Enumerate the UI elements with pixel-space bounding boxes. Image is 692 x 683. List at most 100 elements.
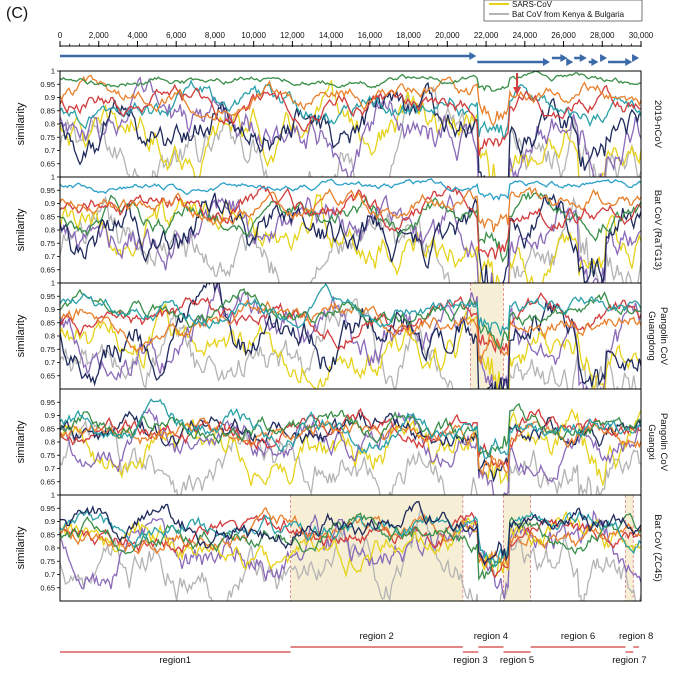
y-tick-label: 0.75	[40, 133, 55, 142]
query-label: Bat CoV (ZC45)	[652, 514, 663, 582]
series-sars-cov	[60, 302, 641, 389]
y-tick-label: 0.65	[40, 583, 55, 592]
series-guangdong-pangolin-cov	[60, 74, 641, 127]
series-2019-ncov	[60, 178, 641, 201]
genome-axis-tick-label: 26,000	[551, 31, 576, 40]
y-tick-label: 0.75	[40, 345, 55, 354]
genome-axis-tick-label: 28,000	[590, 31, 615, 40]
y-tick-label: 0.9	[45, 93, 55, 102]
y-tick-label: 0.9	[45, 411, 55, 420]
y-tick-label: 0.85	[40, 212, 55, 221]
region-annotations: region1 region 2 region 3 region 4 region 5 r…	[60, 631, 653, 666]
y-tick-label: 0.75	[40, 239, 55, 248]
series-bat-cov-ratg13	[60, 403, 641, 458]
genome-axis-tick-label: 8,000	[205, 31, 226, 40]
series-sars-cov	[60, 79, 641, 177]
gene-arrow-head	[625, 58, 633, 66]
y-tick-label: 0.8	[45, 332, 55, 341]
y-tick-label: 0.65	[40, 159, 55, 168]
series-sars-cov-related-bat-cov	[60, 501, 641, 567]
y-tick-label: 0.8	[45, 544, 55, 553]
region-label-region-4: region 4	[474, 631, 508, 642]
y-tick-label: 0.8	[45, 438, 55, 447]
y-tick-label: 0.65	[40, 371, 55, 380]
region-label-region-3: region 3	[453, 655, 487, 666]
genome-axis-tick-label: 14,000	[319, 31, 344, 40]
series-bat-cov-ratg13	[60, 512, 641, 582]
series-bat-cov-from-kenya-bulgaria	[60, 298, 637, 389]
genome-axis: 0 2,000 4,000 6,000 8,000 10,000 12,000 14,000 1…	[58, 31, 654, 47]
y-tick-label: 1	[51, 67, 55, 76]
panel-label: (C)	[6, 5, 28, 22]
y-tick-label: 0.95	[40, 186, 55, 195]
query-label: 2019-nCoV	[652, 100, 663, 149]
series-bat-cov-zc45	[60, 83, 641, 157]
y-axis-label: similarity	[15, 526, 27, 569]
region-label-region-6: region 6	[561, 631, 595, 642]
series-bat-cov-other	[60, 407, 641, 495]
series-bat-cov-zc45	[60, 185, 641, 260]
y-tick-label: 1	[51, 491, 55, 500]
panel-frame	[59, 388, 642, 496]
y-axis-label: similarity	[15, 314, 27, 357]
genome-axis-tick-label: 12,000	[280, 31, 305, 40]
y-tick-label: 1	[51, 279, 55, 288]
series-guangdong-pangolin-cov	[60, 506, 641, 569]
y-tick-label: 0.7	[45, 252, 55, 261]
y-tick-label: 0.9	[45, 199, 55, 208]
legend-label-kenya-bulgaria: Bat CoV from Kenya & Bulgaria	[512, 10, 625, 19]
y-axis-label: similarity	[15, 102, 27, 145]
y-tick-label: 0.75	[40, 557, 55, 566]
panels: 0.65 0.7 0.75 0.8 0.85 0.9 0.95 1 similarity 2019…	[15, 67, 669, 602]
series-bat-cov-zc45	[60, 299, 641, 366]
region-label-region-7: region 7	[612, 655, 646, 666]
gene-arrow-head	[579, 54, 587, 62]
region-label-region-2: region 2	[359, 631, 393, 642]
series-guangdong-pangolin-cov	[60, 417, 641, 477]
gene-arrow-head	[600, 54, 608, 62]
genome-axis-tick-label: 22,000	[474, 31, 499, 40]
y-tick-label: 0.85	[40, 424, 55, 433]
series-2019-ncov	[60, 398, 641, 460]
y-tick-label: 0.65	[40, 265, 55, 274]
y-axis-label: similarity	[15, 420, 27, 463]
y-tick-label: 0.7	[45, 570, 55, 579]
y-axis-label: similarity	[15, 208, 27, 251]
gene-arrow-head	[469, 52, 477, 60]
y-tick-label: 0.7	[45, 464, 55, 473]
region-label-region-8: region 8	[619, 631, 653, 642]
series-bat-cov-from-kenya-bulgaria	[60, 509, 641, 601]
series-sars-cov-related-bat-cov	[60, 283, 641, 389]
gene-arrow-head	[566, 58, 574, 66]
query-label: Guangxi	[646, 424, 657, 459]
y-tick-label: 0.85	[40, 530, 55, 539]
region-label-region-5: region 5	[500, 655, 534, 666]
gene-arrow-head	[560, 54, 568, 62]
series-guangxi-pangolin-cov	[60, 291, 641, 356]
y-tick-label: 0.75	[40, 451, 55, 460]
gene-arrow-head	[591, 58, 599, 66]
y-tick-label: 0.95	[40, 292, 55, 301]
y-tick-label: 0.9	[45, 517, 55, 526]
region-label-region1: region1	[159, 655, 191, 666]
panel-guangdong-pangolin-cov: 0.65 0.7 0.75 0.8 0.85 0.9 0.95 1 similarity Guan…	[15, 279, 669, 390]
legend: SARS-CoV Bat CoV from Kenya & Bulgaria	[483, 0, 643, 22]
panel-bat-cov-ratg13: 0.65 0.7 0.75 0.8 0.85 0.9 0.95 1 similarity Bat …	[15, 173, 663, 284]
legend-label-sars-cov: SARS-CoV	[512, 0, 553, 9]
genome-axis-tick-label: 30,000	[629, 31, 654, 40]
gene-arrow-head	[542, 58, 550, 66]
series-bat-cov-from-kenya-bulgaria	[60, 85, 641, 177]
series-sars-cov	[60, 510, 641, 578]
gene-arrows	[60, 52, 640, 66]
genome-axis-tick-label: 10,000	[241, 31, 266, 40]
query-label: Pangolin CoV	[658, 413, 669, 472]
marker-arrow-head	[513, 87, 522, 95]
query-label: Pangolin CoV	[658, 307, 669, 366]
series-guangdong-pangolin-cov	[60, 186, 641, 233]
y-tick-label: 0.65	[40, 477, 55, 486]
y-tick-label: 1	[51, 173, 55, 182]
genome-axis-tick-label: 0	[58, 31, 63, 40]
series-bat-cov-other	[60, 76, 641, 177]
genome-axis-tick-label: 4,000	[127, 31, 148, 40]
genome-axis-tick-label: 6,000	[166, 31, 187, 40]
